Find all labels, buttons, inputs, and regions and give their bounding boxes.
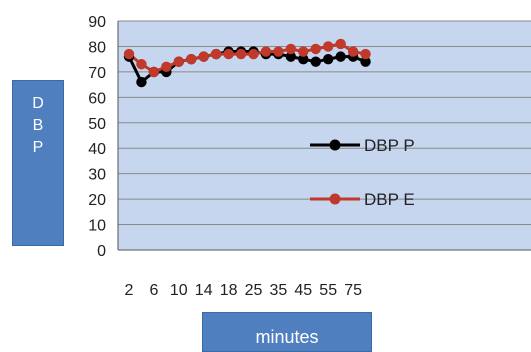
x-tick-label: 75 — [344, 282, 362, 299]
data-point — [173, 56, 184, 67]
data-point — [260, 46, 272, 57]
x-tick-label: 18 — [220, 282, 238, 299]
x-tick-label: 2 — [125, 282, 134, 299]
data-point — [148, 66, 160, 78]
y-tick-label: 0 — [97, 243, 106, 260]
data-point — [310, 56, 321, 67]
y-tick-label: 60 — [88, 90, 106, 107]
legend-label-dbp-p: DBP P — [364, 136, 415, 155]
legend: DBP P DBP E — [310, 136, 415, 209]
y-axis-label-box: DBP — [12, 80, 64, 246]
data-point — [123, 48, 135, 60]
plot-area — [118, 21, 531, 250]
data-point — [210, 48, 222, 60]
legend-marker-dbp-e — [329, 193, 341, 205]
x-axis-label: minutes — [255, 327, 319, 347]
y-tick-label: 10 — [88, 218, 106, 235]
x-tick-label: 55 — [319, 282, 337, 299]
data-point — [186, 53, 197, 65]
data-point — [360, 56, 371, 67]
x-tick-label: 14 — [195, 282, 213, 299]
data-point — [298, 53, 309, 65]
data-point — [235, 48, 247, 60]
data-point — [335, 38, 346, 50]
x-tick-label: 10 — [170, 282, 188, 299]
data-point — [323, 53, 334, 65]
x-tick-label: 25 — [245, 282, 263, 299]
x-axis-label-box: minutes — [202, 312, 372, 352]
data-point — [310, 43, 321, 55]
data-point — [273, 46, 284, 57]
y-tick-label: 40 — [88, 141, 106, 158]
y-axis-label: DBP — [32, 95, 44, 156]
data-point — [285, 51, 297, 62]
y-tick-label: 50 — [88, 116, 106, 133]
legend-marker-dbp-p — [329, 139, 341, 151]
y-axis-ticks: 0 10 20 30 40 50 60 70 80 90 — [88, 14, 106, 260]
x-axis-ticks: 2 6 10 14 18 25 35 45 55 75 — [125, 282, 363, 299]
data-point — [347, 46, 359, 57]
data-point — [223, 48, 234, 60]
data-point — [323, 41, 334, 52]
data-point — [335, 51, 346, 62]
data-point — [298, 46, 309, 57]
data-point — [161, 61, 172, 72]
series-group — [123, 38, 371, 88]
legend-label-dbp-e: DBP E — [364, 190, 415, 209]
data-point — [198, 51, 209, 62]
y-tick-label: 30 — [88, 167, 106, 184]
x-tick-label: 45 — [294, 282, 312, 299]
data-point — [360, 48, 371, 60]
data-point — [248, 48, 259, 60]
data-point — [136, 59, 147, 70]
x-tick-label: 35 — [270, 282, 288, 299]
y-tick-label: 20 — [88, 192, 106, 209]
y-tick-label: 90 — [88, 14, 106, 31]
data-point — [285, 43, 297, 55]
data-point — [136, 76, 147, 88]
y-tick-label: 80 — [88, 39, 106, 56]
x-tick-label: 6 — [149, 282, 158, 299]
y-tick-label: 70 — [88, 65, 106, 82]
